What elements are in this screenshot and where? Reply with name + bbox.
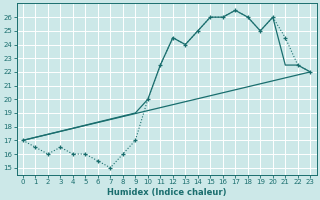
X-axis label: Humidex (Indice chaleur): Humidex (Indice chaleur) bbox=[107, 188, 226, 197]
